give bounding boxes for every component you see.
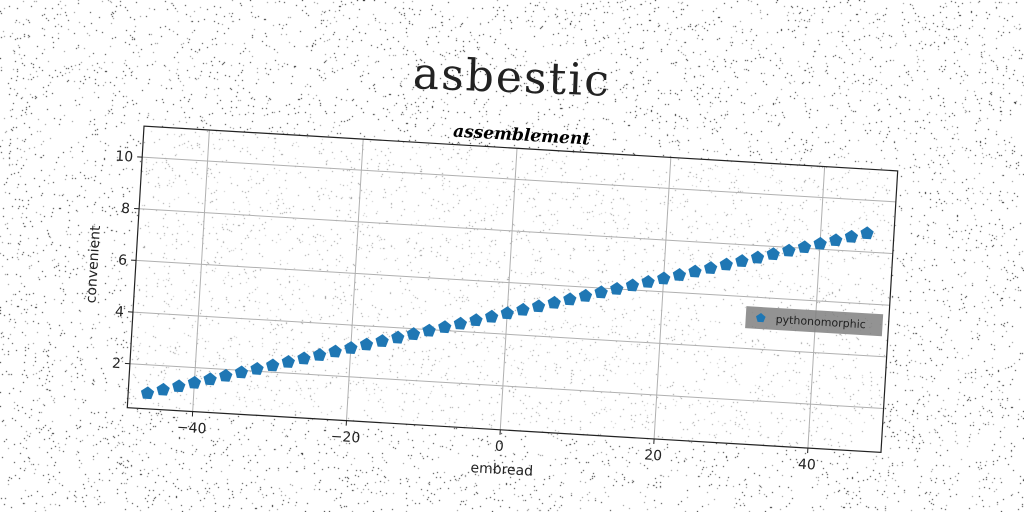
data-point: [688, 264, 702, 278]
data-point: [704, 261, 718, 275]
data-point: [328, 344, 342, 358]
data-point: [719, 257, 733, 271]
y-tick-label: 2: [111, 356, 121, 373]
x-tick-label: −20: [330, 429, 360, 447]
x-grid-line: [807, 166, 826, 449]
data-point: [344, 341, 358, 355]
legend: pythonomorphic: [745, 306, 884, 337]
x-axis-label: embread: [470, 460, 534, 480]
data-point: [219, 368, 233, 382]
data-point: [438, 320, 452, 334]
data-point: [375, 334, 389, 348]
data-point: [594, 285, 608, 299]
data-point: [578, 288, 593, 302]
legend-box: [745, 306, 884, 337]
y-tick-label: 6: [118, 252, 128, 269]
data-point: [391, 330, 405, 344]
data-point: [657, 271, 671, 285]
data-point: [860, 226, 874, 240]
legend-label: pythonomorphic: [775, 313, 866, 331]
data-point: [203, 372, 217, 386]
data-point: [844, 229, 859, 243]
data-point: [359, 337, 374, 351]
x-grid-line: [345, 139, 364, 421]
y-grid-line: [132, 311, 887, 358]
x-grid-line: [653, 157, 672, 439]
data-point: [547, 295, 561, 309]
legend-marker: [756, 313, 766, 323]
data-point: [156, 382, 170, 396]
data-point: [187, 375, 202, 389]
data-point: [266, 358, 280, 372]
x-tick-label: −40: [176, 420, 206, 438]
grid-lines: [129, 129, 896, 449]
data-point: [766, 247, 780, 261]
x-tick-label: 0: [494, 439, 504, 456]
data-point: [140, 386, 155, 400]
axes-background: [127, 126, 898, 453]
y-grid-line: [142, 156, 896, 203]
data-point: [172, 379, 186, 393]
x-tick-label: 20: [644, 447, 663, 464]
ticks: −40 −20 0 20 40 2 4 6 8 10: [111, 149, 817, 474]
data-point: [735, 254, 749, 268]
x-tick-label: 40: [798, 457, 817, 474]
data-point: [531, 299, 546, 313]
data-point: [797, 240, 812, 254]
scatter-points: [140, 226, 874, 400]
data-point: [312, 348, 327, 361]
data-point: [829, 233, 843, 247]
x-grid-line: [499, 148, 518, 430]
data-point: [485, 309, 499, 323]
y-tick-label: 8: [121, 201, 131, 218]
y-grid-line: [136, 259, 890, 306]
data-point: [516, 302, 530, 316]
data-point: [641, 275, 655, 288]
data-point: [500, 306, 514, 320]
data-point: [563, 292, 577, 306]
data-point: [750, 250, 765, 264]
y-tick-label: 4: [115, 304, 125, 321]
data-point: [610, 281, 624, 295]
data-point: [782, 243, 796, 257]
data-point: [234, 365, 249, 379]
data-point: [297, 351, 311, 365]
data-point: [469, 313, 483, 327]
y-grid-line: [139, 208, 893, 255]
y-axis-label: convenient: [83, 225, 104, 304]
y-tick-label: 10: [115, 149, 134, 166]
x-grid-line: [192, 129, 210, 412]
data-point: [625, 278, 640, 292]
axes-frame: [126, 125, 899, 454]
data-point: [406, 327, 421, 341]
data-point: [813, 236, 827, 250]
data-point: [422, 323, 436, 337]
data-point: [250, 361, 264, 375]
data-point: [281, 355, 296, 368]
data-point: [672, 268, 687, 281]
data-point: [453, 316, 468, 330]
